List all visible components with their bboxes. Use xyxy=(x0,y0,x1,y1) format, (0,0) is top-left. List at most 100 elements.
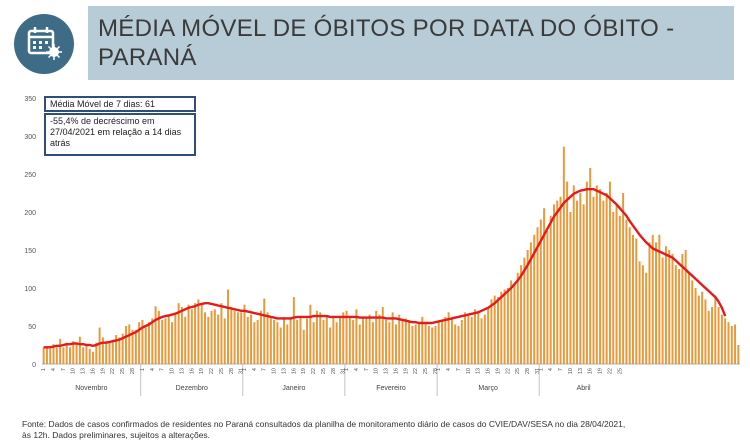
bar xyxy=(296,319,299,364)
bar xyxy=(704,299,707,364)
x-tick-label: 1 xyxy=(344,368,350,371)
bar xyxy=(309,304,312,364)
bar xyxy=(154,306,157,364)
x-tick-label: 7 xyxy=(160,368,166,371)
bar xyxy=(283,316,285,364)
bar xyxy=(720,314,723,364)
bar xyxy=(95,342,98,364)
bar xyxy=(98,327,101,364)
bar xyxy=(490,299,493,364)
bar xyxy=(259,310,262,364)
bar xyxy=(510,280,513,364)
bar xyxy=(552,204,555,364)
bar xyxy=(243,304,246,364)
bar xyxy=(398,314,401,364)
y-tick-label: 350 xyxy=(24,96,36,103)
bar xyxy=(477,310,480,364)
bar xyxy=(615,204,618,364)
x-tick-label: 4 xyxy=(252,368,258,371)
bar xyxy=(513,284,516,364)
bar xyxy=(582,204,585,364)
bar xyxy=(697,295,700,364)
x-tick-label: 31 xyxy=(239,368,245,374)
bar xyxy=(516,272,519,364)
bar xyxy=(500,291,503,364)
bar xyxy=(424,322,427,364)
bar xyxy=(655,242,658,364)
x-tick-label: 1 xyxy=(41,368,47,371)
bar xyxy=(674,265,677,364)
bar xyxy=(345,310,348,364)
x-tick-label: 25 xyxy=(515,368,521,374)
month-label: Março xyxy=(478,385,498,392)
bar xyxy=(394,324,397,364)
bar xyxy=(49,348,52,364)
bar xyxy=(72,341,75,364)
bar xyxy=(464,312,467,364)
bar xyxy=(236,312,239,364)
bar xyxy=(622,193,625,364)
bar xyxy=(381,307,384,364)
bar xyxy=(441,319,444,364)
bar xyxy=(414,324,417,364)
bar xyxy=(45,348,48,364)
bar xyxy=(78,336,81,364)
bar xyxy=(417,322,420,364)
bar xyxy=(375,310,378,364)
y-tick-label: 300 xyxy=(24,134,36,141)
bar xyxy=(645,272,648,364)
bar xyxy=(668,250,671,364)
x-tick-label: 25 xyxy=(617,368,623,374)
bar xyxy=(536,227,539,364)
bar xyxy=(250,314,253,364)
x-tick-label: 19 xyxy=(403,368,409,374)
x-tick-label: 25 xyxy=(120,368,126,374)
bar xyxy=(59,338,62,364)
x-tick-label: 1 xyxy=(538,368,544,371)
bar xyxy=(421,316,424,364)
bar xyxy=(240,312,243,364)
x-tick-label: 16 xyxy=(291,368,297,374)
x-tick-label: 10 xyxy=(568,368,574,374)
bar xyxy=(213,309,216,364)
moving-average-annotation: Média Móvel de 7 dias: 61 xyxy=(44,96,196,112)
bar xyxy=(157,310,160,364)
bar xyxy=(177,303,180,364)
bar xyxy=(223,318,226,364)
bar xyxy=(365,316,368,364)
bar xyxy=(171,322,174,364)
bar xyxy=(572,185,575,364)
bar xyxy=(612,212,615,364)
x-tick-label: 16 xyxy=(189,368,195,374)
bar xyxy=(319,312,322,364)
page-title: MÉDIA MÓVEL DE ÓBITOS POR DATA DO ÓBITO … xyxy=(98,14,718,72)
title-bar: MÉDIA MÓVEL DE ÓBITOS POR DATA DO ÓBITO … xyxy=(88,6,734,80)
x-tick-label: 22 xyxy=(209,368,215,374)
bar xyxy=(121,333,124,364)
bar xyxy=(138,322,141,364)
bar xyxy=(707,310,710,364)
bar xyxy=(68,347,71,364)
bar xyxy=(108,342,111,364)
bar xyxy=(714,295,717,364)
bar xyxy=(269,318,272,364)
bar xyxy=(348,316,351,364)
bar xyxy=(605,193,608,364)
bar xyxy=(648,242,651,364)
bar xyxy=(82,347,85,364)
month-label: Janeiro xyxy=(282,385,305,392)
bar xyxy=(503,289,506,364)
bar xyxy=(131,329,134,364)
bar xyxy=(55,347,58,364)
x-tick-label: 13 xyxy=(179,368,185,374)
x-tick-label: 19 xyxy=(495,368,501,374)
month-label: Abril xyxy=(577,385,591,392)
bar xyxy=(427,326,430,364)
bar xyxy=(737,345,740,364)
bar xyxy=(664,246,667,364)
x-tick-label: 4 xyxy=(354,368,360,371)
bar xyxy=(230,307,233,364)
x-tick-label: 22 xyxy=(110,368,116,374)
calendar-virus-icon xyxy=(14,14,74,74)
